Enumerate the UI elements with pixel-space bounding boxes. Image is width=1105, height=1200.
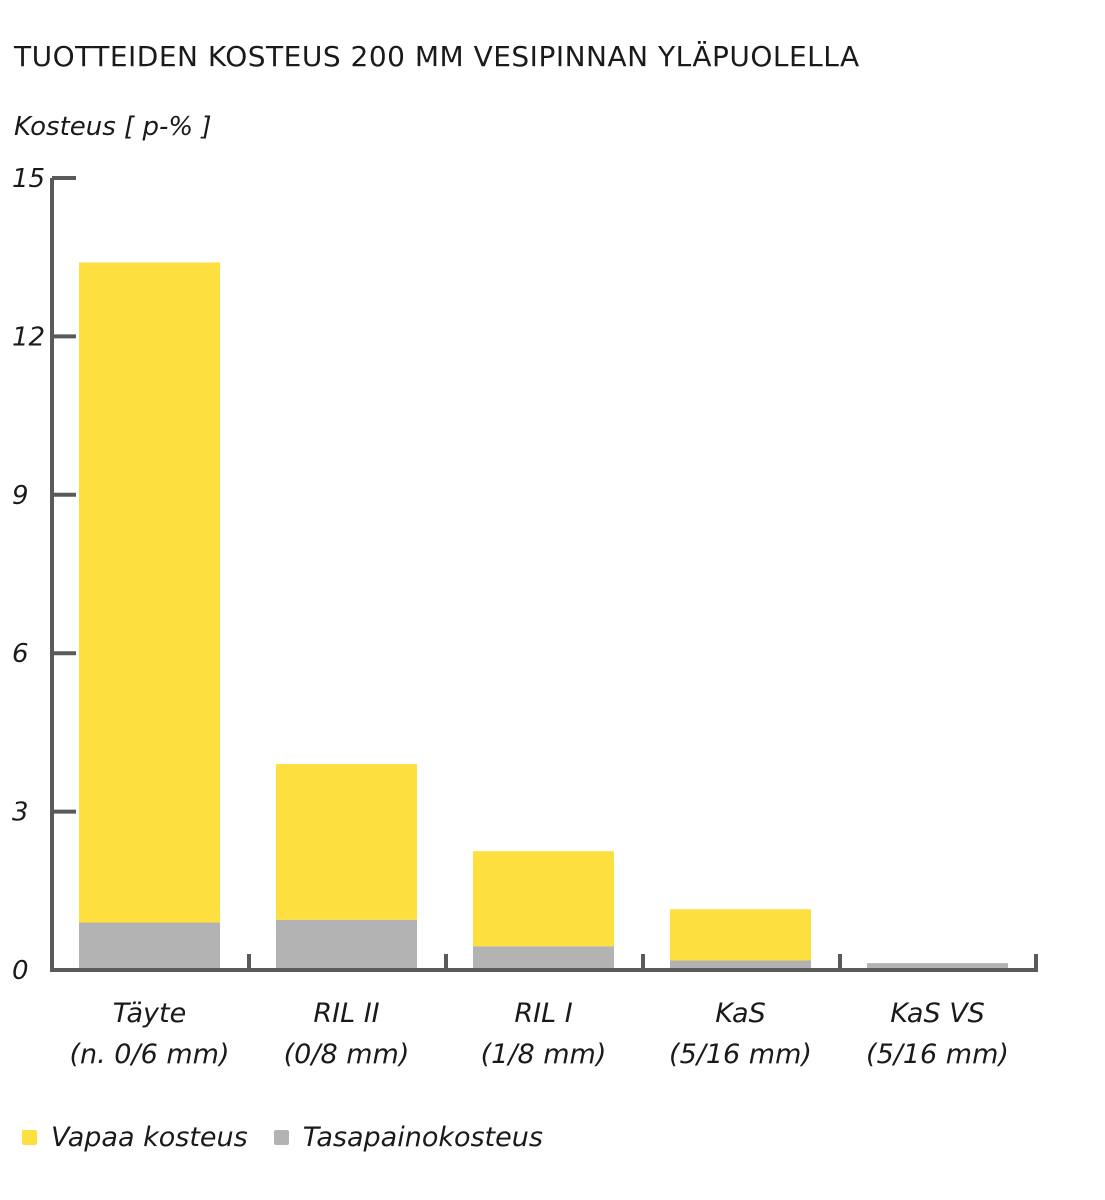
bar-tasapaino-0 — [79, 922, 220, 970]
x-tick-sublabel-4: (5/16 mm) — [866, 1039, 1009, 1070]
y-axis-label: Kosteus [ p-% ] — [14, 112, 212, 142]
bar-vapaa-0 — [79, 262, 220, 923]
y-tick-label-3: 9 — [12, 481, 29, 511]
bar-tasapaino-4 — [867, 963, 1008, 970]
x-tick-label-2: RIL I — [514, 998, 572, 1029]
chart-title: TUOTTEIDEN KOSTEUS 200 MM VESIPINNAN YLÄ… — [14, 40, 860, 73]
bar-tasapaino-2 — [473, 946, 614, 970]
x-tick-sublabel-1: (0/8 mm) — [284, 1039, 410, 1070]
y-tick-label-4: 12 — [12, 322, 45, 352]
y-tick-label-5: 15 — [12, 164, 45, 194]
x-tick-label-3: KaS — [715, 998, 765, 1029]
legend-label-vapaa: Vapaa kosteus — [51, 1122, 248, 1153]
legend: Vapaa kosteus Tasapainokosteus — [22, 1122, 569, 1153]
x-tick-label-0: Täyte — [113, 998, 186, 1029]
bar-tasapaino-3 — [670, 960, 811, 970]
bar-tasapaino-1 — [276, 919, 417, 970]
x-tick-sublabel-0: (n. 0/6 mm) — [70, 1039, 230, 1070]
legend-item-vapaa: Vapaa kosteus — [22, 1122, 248, 1153]
legend-label-tasapaino: Tasapainokosteus — [302, 1122, 543, 1153]
legend-swatch-tasapaino — [273, 1130, 289, 1145]
y-tick-label-0: 0 — [12, 956, 29, 986]
y-tick-label-1: 3 — [12, 798, 29, 828]
legend-swatch-vapaa — [22, 1130, 37, 1145]
bar-vapaa-1 — [276, 764, 417, 920]
x-tick-sublabel-2: (1/8 mm) — [481, 1039, 607, 1070]
legend-item-tasapaino: Tasapainokosteus — [273, 1122, 543, 1153]
bar-vapaa-3 — [670, 909, 811, 961]
y-tick-label-2: 6 — [12, 639, 29, 669]
bar-vapaa-2 — [473, 851, 614, 947]
x-tick-label-4: KaS VS — [890, 998, 985, 1029]
x-tick-sublabel-3: (5/16 mm) — [669, 1039, 812, 1070]
bar-chart: 0 3 6 9 12 15 Täyte (n. 0/6 mm) RIL II (0/8 mm) RI… — [12, 164, 1038, 1070]
x-tick-label-1: RIL II — [313, 998, 379, 1029]
